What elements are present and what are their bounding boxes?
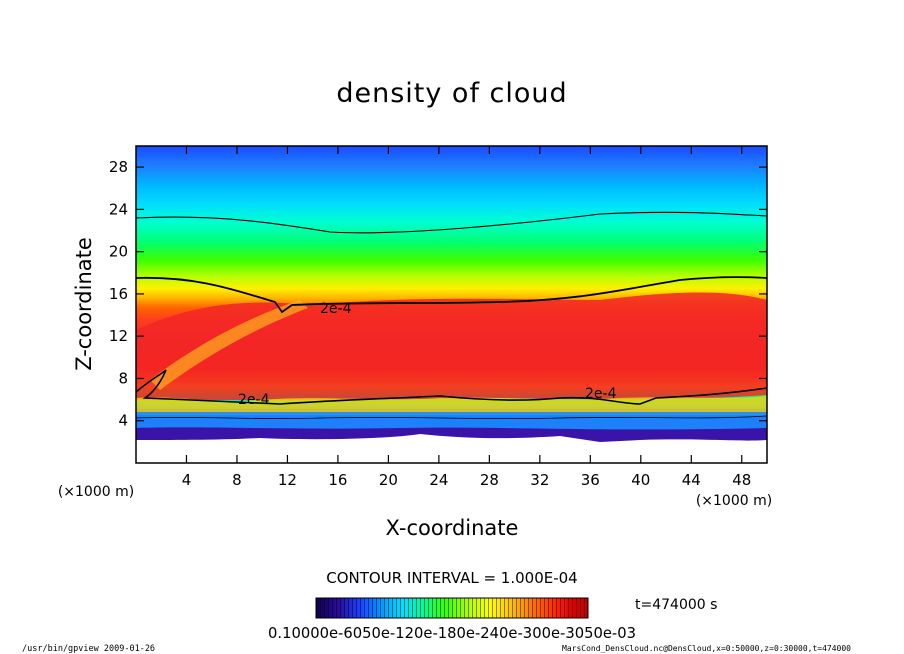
footer-left: /usr/bin/gpview 2009-01-26 [22,644,155,654]
x-tick-label: 48 [732,471,751,489]
x-tick-label: 24 [429,471,448,489]
y-axis-label: Z-coordinate [72,237,96,371]
y-tick-label: 12 [109,327,128,345]
y-tick-label: 20 [109,243,128,261]
x-tick-label: 20 [379,471,398,489]
x-axis-ticks: 4 8 12 16 20 24 28 32 36 40 44 48 [182,146,751,489]
x-axis-label: X-coordinate [386,516,519,540]
y-axis-ticks: 4 8 12 16 20 24 28 [109,158,767,430]
x-tick-label: 8 [232,471,242,489]
x-tick-label: 12 [278,471,297,489]
contour-interval-text: CONTOUR INTERVAL = 1.000E-04 [326,569,577,587]
x-tick-label: 28 [480,471,499,489]
chart-title: density of cloud [336,78,567,109]
x-tick-label: 4 [182,471,192,489]
x-axis-unit: (×1000 m) [696,493,772,509]
footer-right: MarsCond_DensCloud.nc@DensCloud,x=0:5000… [562,644,851,653]
contour-labels: 2e-4 2e-4 2e-4 [238,301,617,408]
x-tick-label: 16 [328,471,347,489]
plot-frame [135,145,768,464]
x-tick-label: 36 [581,471,600,489]
x-tick-label: 44 [682,471,701,489]
y-tick-label: 16 [109,285,128,303]
y-tick-label: 24 [109,200,128,218]
y-tick-label: 4 [118,412,128,430]
y-tick-label: 28 [109,158,128,176]
colorbar [315,597,589,619]
contour-label-upper: 2e-4 [320,301,352,317]
contour-label-right: 2e-4 [585,386,617,402]
x-tick-label: 40 [631,471,650,489]
y-tick-label: 8 [118,369,128,387]
y-axis-unit: (×1000 m) [58,484,134,500]
colorbar-tick-labels: 0.10000e-6050e-120e-180e-240e-300e-3050e… [268,624,636,642]
density-field [136,146,767,463]
x-tick-label: 32 [530,471,549,489]
contour-label-left: 2e-4 [238,392,270,408]
time-label: t=474000 s [635,597,717,613]
